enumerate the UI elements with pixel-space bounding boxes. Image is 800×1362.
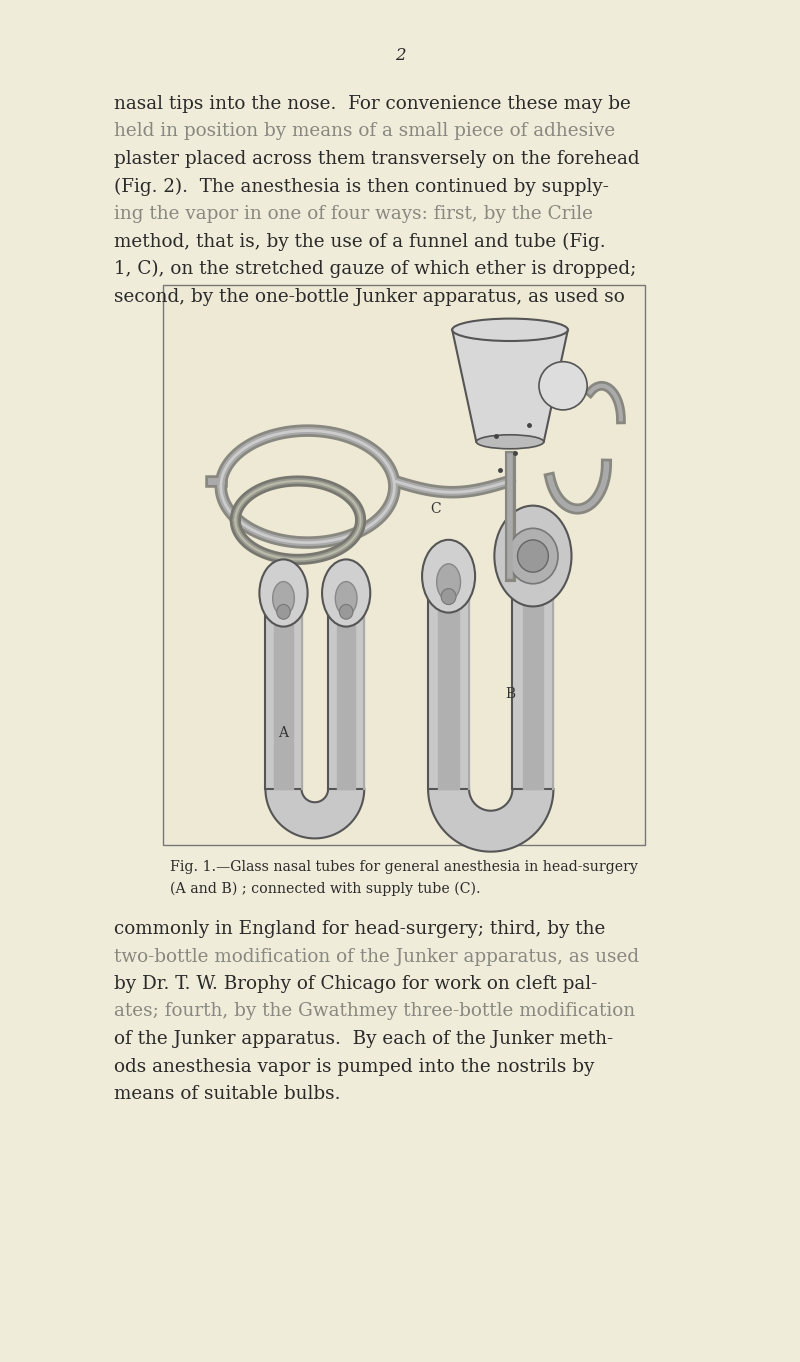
Text: nasal tips into the nose.  For convenience these may be: nasal tips into the nose. For convenienc… <box>114 95 631 113</box>
Text: A: A <box>278 726 289 740</box>
Text: ates; fourth, by the Gwathmey three-bottle modification: ates; fourth, by the Gwathmey three-bott… <box>114 1002 635 1020</box>
Polygon shape <box>452 330 568 441</box>
Text: plaster placed across them transversely on the forehead: plaster placed across them transversely … <box>114 150 640 168</box>
Text: ods anesthesia vapor is pumped into the nostrils by: ods anesthesia vapor is pumped into the … <box>114 1057 594 1076</box>
Text: by Dr. T. W. Brophy of Chicago for work on cleft pal-: by Dr. T. W. Brophy of Chicago for work … <box>114 975 598 993</box>
Polygon shape <box>266 789 364 839</box>
Ellipse shape <box>277 605 290 620</box>
Ellipse shape <box>339 605 353 620</box>
Ellipse shape <box>494 505 571 606</box>
Ellipse shape <box>322 560 370 627</box>
Ellipse shape <box>508 528 558 584</box>
Text: 1, C), on the stretched gauze of which ether is dropped;: 1, C), on the stretched gauze of which e… <box>114 260 637 278</box>
Ellipse shape <box>422 539 475 613</box>
Ellipse shape <box>441 588 456 605</box>
Text: two-bottle modification of the Junker apparatus, as used: two-bottle modification of the Junker ap… <box>114 948 639 966</box>
Text: Fig. 1.—Glass nasal tubes for general anesthesia in head-surgery: Fig. 1.—Glass nasal tubes for general an… <box>170 859 638 874</box>
Text: held in position by means of a small piece of adhesive: held in position by means of a small pie… <box>114 123 616 140</box>
Bar <box>163 285 645 844</box>
Circle shape <box>539 362 587 410</box>
Ellipse shape <box>476 434 544 449</box>
Text: of the Junker apparatus.  By each of the Junker meth-: of the Junker apparatus. By each of the … <box>114 1030 614 1047</box>
Text: means of suitable bulbs.: means of suitable bulbs. <box>114 1086 341 1103</box>
Ellipse shape <box>335 582 357 616</box>
Text: (A and B) ; connected with supply tube (C).: (A and B) ; connected with supply tube (… <box>170 883 481 896</box>
Text: commonly in England for head-surgery; third, by the: commonly in England for head-surgery; th… <box>114 919 606 938</box>
Ellipse shape <box>259 560 308 627</box>
Text: (Fig. 2).  The anesthesia is then continued by supply-: (Fig. 2). The anesthesia is then continu… <box>114 177 610 196</box>
Text: C: C <box>430 503 441 516</box>
Ellipse shape <box>452 319 568 340</box>
Ellipse shape <box>437 564 461 601</box>
Text: method, that is, by the use of a funnel and tube (Fig.: method, that is, by the use of a funnel … <box>114 233 606 251</box>
Ellipse shape <box>273 582 294 616</box>
Text: second, by the one-bottle Junker apparatus, as used so: second, by the one-bottle Junker apparat… <box>114 287 625 305</box>
Ellipse shape <box>518 539 548 572</box>
Text: ing the vapor in one of four ways: first, by the Crile: ing the vapor in one of four ways: first… <box>114 206 594 223</box>
Polygon shape <box>428 789 554 851</box>
Text: B: B <box>505 686 515 701</box>
Text: 2: 2 <box>394 46 406 64</box>
